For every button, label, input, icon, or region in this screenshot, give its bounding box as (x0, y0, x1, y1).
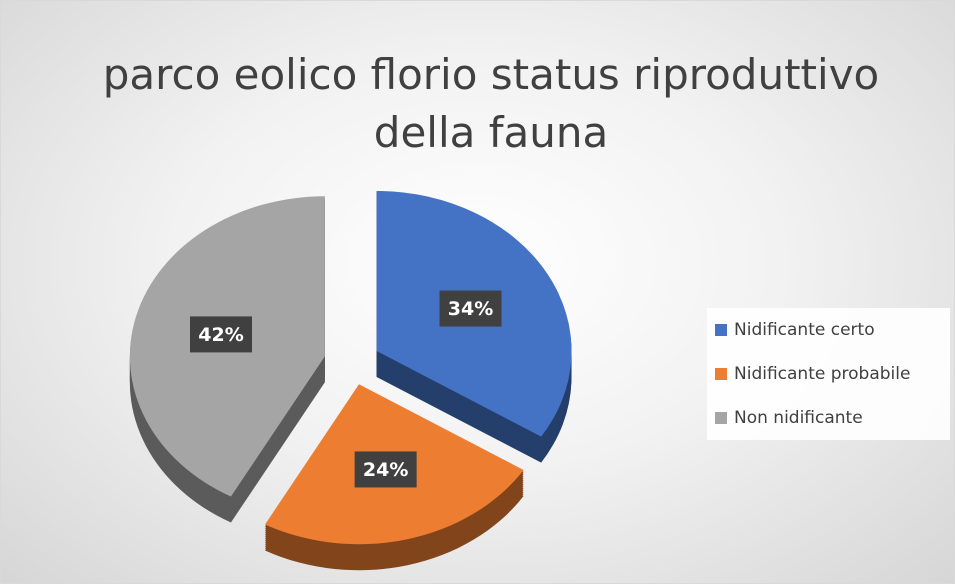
data-label: 34% (448, 298, 493, 320)
legend-swatch (715, 324, 727, 336)
legend-label: Nidificante certo (734, 320, 875, 340)
chart-title: parco eolico florio status riproduttivo … (102, 50, 880, 157)
data-label: 42% (198, 324, 243, 346)
legend-swatch (715, 412, 727, 424)
legend: Nidificante certo Nidificante probabile No… (707, 308, 950, 440)
legend-label: Non nidificante (734, 408, 863, 428)
data-label-box (189, 316, 252, 353)
legend-box (707, 308, 950, 440)
legend-label: Nidificante probabile (734, 364, 910, 384)
legend-swatch (715, 368, 727, 380)
data-label-box (439, 290, 502, 327)
data-label-box (354, 451, 417, 488)
data-label: 24% (363, 459, 408, 481)
